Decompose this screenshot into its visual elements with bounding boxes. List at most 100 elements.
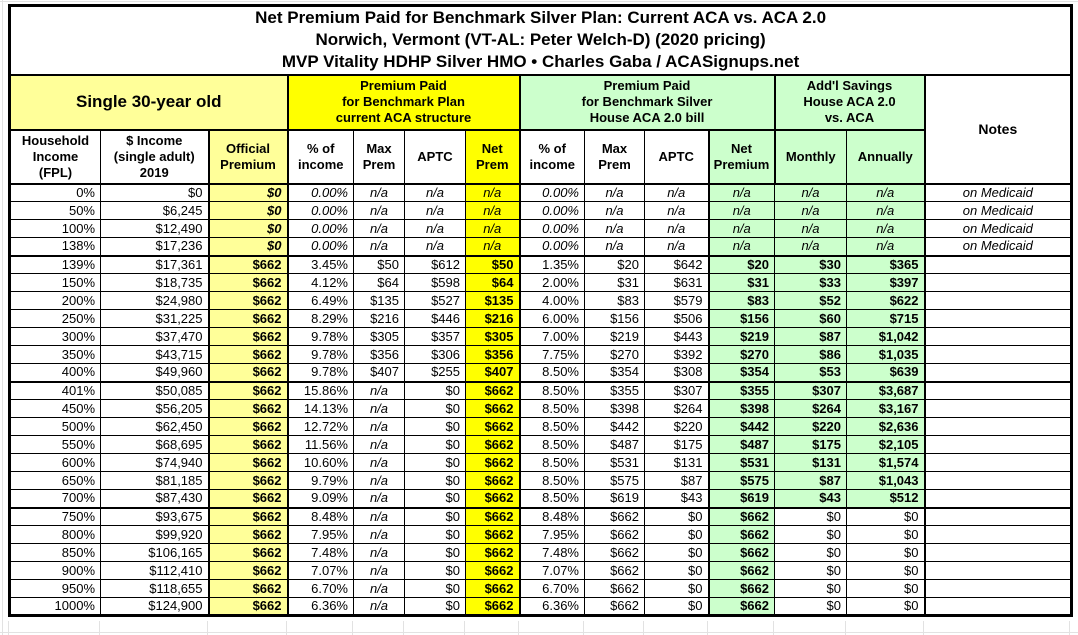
cell-aca-max-prem: n/a bbox=[353, 417, 405, 436]
col-header-aca-aptc: APTC bbox=[404, 129, 466, 185]
cell-aca2-aptc: $175 bbox=[644, 435, 709, 454]
cell-aca2-max-prem: $354 bbox=[584, 363, 645, 382]
cell-savings-monthly: $307 bbox=[774, 380, 847, 400]
cell-aca2-net-premium: $575 bbox=[707, 471, 775, 490]
table-row: 800% $99,920 $662 7.95% n/a $0 $662 7.95% $662 $0… bbox=[9, 525, 1073, 544]
cell-income: $17,236 bbox=[100, 237, 209, 256]
cell-aca2-net-premium: $662 bbox=[707, 579, 775, 598]
cell-aca-aptc: $612 bbox=[404, 254, 466, 274]
cell-aca2-net-premium: $83 bbox=[707, 291, 775, 310]
cell-aca-pct-income: 9.78% bbox=[286, 327, 354, 346]
col-header-aca-max-prem: Max Prem bbox=[353, 129, 405, 185]
cell-aca2-net-premium: $662 bbox=[707, 597, 775, 616]
cell-aca-max-prem: $305 bbox=[353, 327, 405, 346]
cell-fpl: 300% bbox=[9, 327, 101, 346]
cell-aca-net-prem: n/a bbox=[465, 201, 520, 220]
cell-aca2-max-prem: n/a bbox=[584, 219, 645, 238]
cell-aca-pct-income: 9.78% bbox=[286, 363, 354, 382]
cell-aca-max-prem: $407 bbox=[353, 363, 405, 382]
cell-notes bbox=[923, 417, 1073, 436]
cell-aca-max-prem: n/a bbox=[353, 219, 405, 238]
cell-aca2-max-prem: $487 bbox=[584, 435, 645, 454]
column-header-row: Household Income (FPL) $ Income (single … bbox=[9, 129, 1072, 185]
cell-aca2-net-premium: n/a bbox=[707, 201, 775, 220]
cell-fpl: 900% bbox=[9, 561, 101, 580]
cell-aca-net-prem: n/a bbox=[465, 237, 520, 256]
cell-aca2-max-prem: $442 bbox=[584, 417, 645, 436]
cell-savings-annually: $1,574 bbox=[846, 453, 925, 472]
cell-aca-pct-income: 15.86% bbox=[286, 380, 354, 400]
cell-aca2-max-prem: n/a bbox=[584, 183, 645, 202]
table-row: 100% $12,490 $0 0.00% n/a n/a n/a 0.00% n/a n/a n/… bbox=[9, 219, 1073, 238]
table-title-block: Net Premium Paid for Benchmark Silver Pl… bbox=[9, 5, 1072, 76]
cell-aca2-net-premium: $219 bbox=[707, 327, 775, 346]
cell-savings-monthly: $131 bbox=[774, 453, 847, 472]
col-header-fpl: Household Income (FPL) bbox=[9, 129, 101, 185]
cell-savings-annually: n/a bbox=[846, 183, 925, 202]
col-header-notes: Notes bbox=[923, 73, 1073, 185]
cell-savings-annually: $512 bbox=[846, 489, 925, 508]
cell-aca2-net-premium: $487 bbox=[707, 435, 775, 454]
cell-income: $124,900 bbox=[100, 597, 209, 616]
table-row: 401% $50,085 $662 15.86% n/a $0 $662 8.50% $355 $… bbox=[9, 380, 1073, 400]
cell-official-premium: $662 bbox=[207, 597, 288, 616]
cell-aca2-pct-income: 0.00% bbox=[518, 183, 585, 202]
cell-aca2-max-prem: $398 bbox=[584, 399, 645, 418]
cell-fpl: 750% bbox=[9, 506, 101, 526]
cell-notes bbox=[923, 435, 1073, 454]
group-header-row: Single 30-year old Premium Paid for Benc… bbox=[8, 73, 1073, 185]
cell-aca2-aptc: $43 bbox=[644, 489, 709, 508]
cell-aca-net-prem: $662 bbox=[465, 399, 520, 418]
cell-aca-aptc: n/a bbox=[404, 183, 466, 202]
cell-aca2-aptc: n/a bbox=[644, 219, 709, 238]
cell-fpl: 0% bbox=[9, 183, 101, 202]
cell-notes bbox=[923, 597, 1073, 616]
cell-income: $62,450 bbox=[100, 417, 209, 436]
table-row: 450% $56,205 $662 14.13% n/a $0 $662 8.50% $398 $… bbox=[9, 399, 1073, 418]
cell-aca-net-prem: $662 bbox=[465, 453, 520, 472]
cell-aca2-aptc: $392 bbox=[644, 345, 709, 364]
cell-savings-monthly: n/a bbox=[774, 219, 847, 238]
cell-aca2-net-premium: $270 bbox=[707, 345, 775, 364]
cell-notes bbox=[923, 453, 1073, 472]
cell-notes bbox=[923, 579, 1073, 598]
cell-income: $99,920 bbox=[100, 525, 209, 544]
cell-aca2-aptc: $307 bbox=[644, 380, 709, 400]
cell-aca-net-prem: $662 bbox=[465, 525, 520, 544]
cell-aca2-pct-income: 8.48% bbox=[518, 506, 585, 526]
cell-fpl: 950% bbox=[9, 579, 101, 598]
cell-income: $68,695 bbox=[100, 435, 209, 454]
cell-official-premium: $662 bbox=[207, 453, 288, 472]
group-header-single-30: Single 30-year old bbox=[8, 73, 289, 131]
cell-fpl: 700% bbox=[9, 489, 101, 508]
cell-savings-monthly: $0 bbox=[774, 561, 847, 580]
cell-aca2-pct-income: 6.00% bbox=[518, 309, 585, 328]
cell-aca-net-prem: $135 bbox=[465, 291, 520, 310]
cell-official-premium: $662 bbox=[207, 345, 288, 364]
table-row: 200% $24,980 $662 6.49% $135 $527 $135 4.00% $83… bbox=[9, 291, 1073, 310]
cell-aca-aptc: $0 bbox=[404, 561, 466, 580]
cell-aca2-pct-income: 8.50% bbox=[518, 471, 585, 490]
cell-aca2-max-prem: $156 bbox=[584, 309, 645, 328]
cell-income: $18,735 bbox=[100, 273, 209, 292]
cell-aca-net-prem: $662 bbox=[465, 380, 520, 400]
cell-aca2-aptc: n/a bbox=[644, 201, 709, 220]
table-row: 750% $93,675 $662 8.48% n/a $0 $662 8.48% $662 $0… bbox=[9, 506, 1073, 526]
cell-aca2-aptc: $131 bbox=[644, 453, 709, 472]
cell-aca-pct-income: 0.00% bbox=[286, 201, 354, 220]
cell-savings-monthly: $30 bbox=[774, 254, 847, 274]
cell-aca2-max-prem: $662 bbox=[584, 561, 645, 580]
cell-aca2-max-prem: $531 bbox=[584, 453, 645, 472]
cell-savings-annually: $397 bbox=[846, 273, 925, 292]
cell-aca2-net-premium: $531 bbox=[707, 453, 775, 472]
cell-fpl: 200% bbox=[9, 291, 101, 310]
cell-aca2-pct-income: 4.00% bbox=[518, 291, 585, 310]
sheet-gridline bbox=[0, 632, 1078, 633]
cell-aca-max-prem: n/a bbox=[353, 380, 405, 400]
table-row: 850% $106,165 $662 7.48% n/a $0 $662 7.48% $662 $… bbox=[9, 543, 1073, 562]
cell-income: $112,410 bbox=[100, 561, 209, 580]
cell-aca2-pct-income: 8.50% bbox=[518, 453, 585, 472]
cell-aca-max-prem: n/a bbox=[353, 561, 405, 580]
cell-savings-monthly: $60 bbox=[774, 309, 847, 328]
cell-aca2-max-prem: $662 bbox=[584, 506, 645, 526]
